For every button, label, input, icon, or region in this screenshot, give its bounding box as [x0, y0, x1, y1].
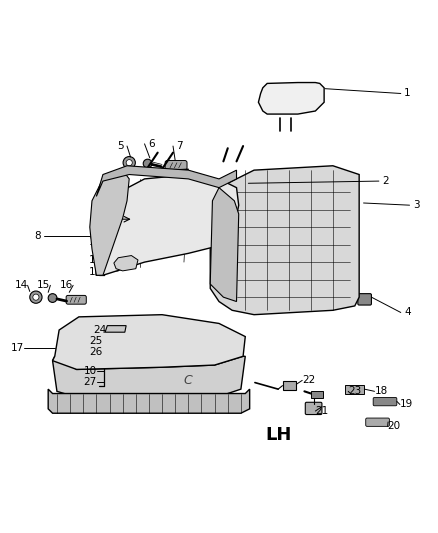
Polygon shape [96, 166, 237, 197]
Text: 19: 19 [400, 399, 413, 409]
FancyBboxPatch shape [66, 295, 86, 304]
Ellipse shape [67, 366, 76, 375]
Polygon shape [210, 188, 239, 302]
Text: 10: 10 [89, 220, 102, 230]
Ellipse shape [48, 294, 57, 302]
Text: 7: 7 [176, 141, 183, 151]
Polygon shape [90, 170, 129, 275]
Text: 3: 3 [413, 200, 420, 210]
Polygon shape [92, 174, 239, 275]
Ellipse shape [123, 157, 135, 169]
Ellipse shape [267, 86, 315, 110]
Polygon shape [48, 389, 250, 413]
Text: 1: 1 [404, 88, 411, 99]
Text: 15: 15 [37, 280, 50, 290]
Text: C: C [184, 374, 193, 387]
Text: 25: 25 [89, 336, 102, 346]
Text: 22: 22 [302, 375, 315, 385]
Bar [311, 391, 323, 398]
Text: LH: LH [265, 426, 291, 444]
Polygon shape [258, 83, 324, 114]
Text: 23: 23 [348, 386, 361, 397]
Text: 24: 24 [93, 325, 106, 335]
Polygon shape [210, 166, 359, 314]
Text: 20: 20 [388, 422, 401, 431]
Text: 2: 2 [382, 176, 389, 186]
Text: 8: 8 [34, 231, 41, 241]
Text: 9: 9 [96, 209, 103, 219]
Text: 18: 18 [374, 386, 388, 397]
Ellipse shape [143, 159, 152, 168]
Text: 6: 6 [148, 139, 155, 149]
Ellipse shape [33, 294, 39, 300]
Text: 14: 14 [14, 280, 28, 290]
FancyBboxPatch shape [305, 402, 322, 415]
Polygon shape [53, 314, 245, 369]
Text: 5: 5 [117, 141, 124, 151]
Ellipse shape [126, 159, 132, 166]
Bar [345, 385, 364, 393]
Polygon shape [53, 356, 245, 400]
Ellipse shape [69, 368, 74, 373]
Ellipse shape [30, 291, 42, 303]
Text: 27: 27 [84, 377, 97, 387]
Text: 26: 26 [89, 347, 102, 357]
FancyBboxPatch shape [358, 294, 371, 305]
Text: 4: 4 [404, 308, 411, 318]
Text: 12: 12 [89, 255, 102, 265]
Polygon shape [105, 326, 126, 332]
FancyBboxPatch shape [366, 418, 389, 426]
Polygon shape [114, 255, 138, 271]
Text: 16: 16 [60, 280, 73, 290]
Bar [283, 381, 296, 390]
Text: 11: 11 [89, 237, 102, 247]
Text: 10: 10 [84, 366, 97, 376]
FancyBboxPatch shape [373, 398, 397, 406]
Text: 17: 17 [11, 343, 24, 353]
Text: 21: 21 [315, 406, 328, 416]
FancyBboxPatch shape [165, 160, 187, 170]
Text: 13: 13 [89, 266, 102, 277]
